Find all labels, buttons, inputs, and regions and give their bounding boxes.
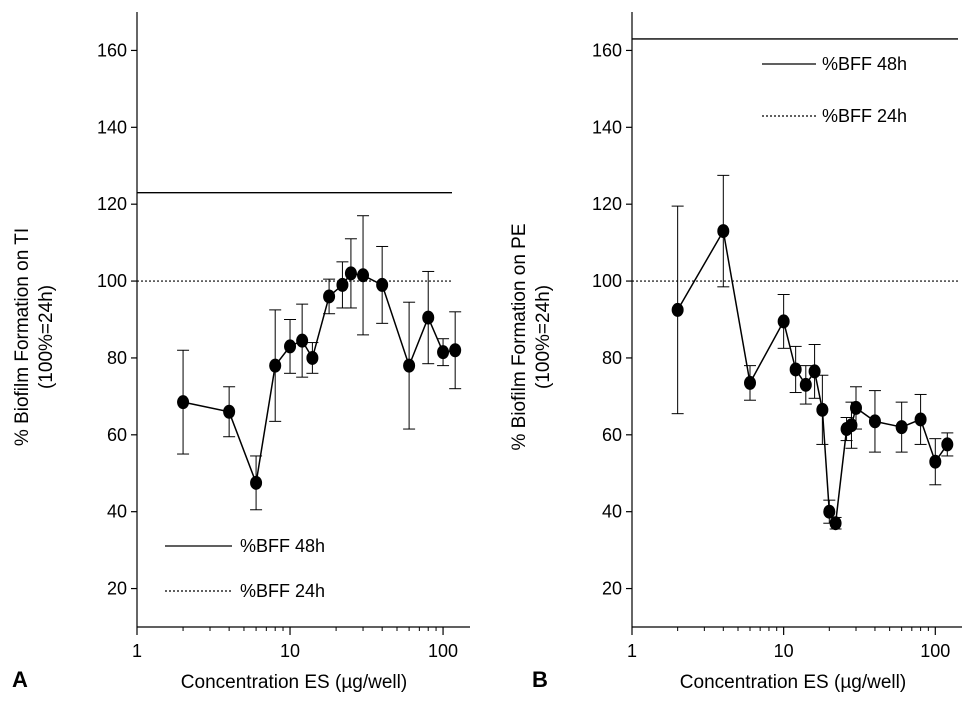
- panel-a-legend-label-24h: %BFF 24h: [240, 581, 325, 601]
- panel-b-y-tick-label: 160: [592, 40, 622, 60]
- panel-b-data-point: [829, 516, 842, 531]
- panel-a-data-point: [449, 343, 462, 358]
- panel-a-legend-label-48h: %BFF 48h: [240, 536, 325, 556]
- panel-b-legend: %BFF 48h %BFF 24h: [762, 54, 907, 126]
- panel-b-x-tick-label: 100: [920, 641, 950, 661]
- panel-b-data-point: [777, 314, 790, 329]
- panel-b-data-point: [789, 362, 802, 377]
- panel-a-data-point: [357, 268, 370, 283]
- panel-b-y-axis-subtitle: (100%=24h): [533, 285, 554, 389]
- panel-a-x-tick-label: 1: [132, 641, 142, 661]
- panel-a-y-axis-title: % Biofilm Formation on TI: [12, 228, 33, 446]
- panel-a-y-tick-label: 140: [97, 117, 127, 137]
- panel-b-data-point: [868, 414, 881, 429]
- panel-a-data-point: [223, 404, 236, 419]
- panel-b-x-axis-title: Concentration ES (µg/well): [680, 672, 906, 693]
- panel-b-data-point: [717, 224, 730, 239]
- panel-a-data-point: [284, 339, 297, 354]
- panel-a-y-tick-label: 160: [97, 40, 127, 60]
- panel-b-y-tick-label: 140: [592, 117, 622, 137]
- panel-b-label: B: [532, 667, 548, 692]
- panel-a-data-point: [437, 345, 450, 360]
- panel-a-data-point: [323, 289, 336, 304]
- panel-a-data-point: [177, 395, 190, 410]
- panel-b-data-point: [816, 402, 829, 417]
- panel-a-data-point: [422, 310, 435, 325]
- panel-b-x-tick-label: 10: [774, 641, 794, 661]
- panel-a-y-tick-label: 80: [107, 348, 127, 368]
- panel-a-data-point: [336, 277, 349, 292]
- panel-b-y-tick-label: 100: [592, 271, 622, 291]
- panel-b-data-point: [799, 377, 812, 392]
- panel-a-data-point: [269, 358, 282, 373]
- panel-a-chart: % Biofilm Formation on TI (100%=24h) Con…: [12, 12, 470, 693]
- panel-b-data-point: [895, 420, 908, 435]
- panel-a-y-axis-subtitle: (100%=24h): [36, 285, 57, 389]
- panel-b-data-point: [941, 437, 954, 452]
- panel-b-data-point: [929, 454, 942, 469]
- panel-b-y-axis-title: % Biofilm Formation on PE: [509, 223, 530, 450]
- panel-a-data-point: [306, 350, 319, 365]
- panel-a-data-point: [376, 277, 389, 292]
- panel-b-y-tick-label: 40: [602, 502, 622, 522]
- panel-a-y-tick-label: 20: [107, 579, 127, 599]
- panel-a-data-point: [344, 266, 357, 281]
- panel-b-data-point: [845, 418, 858, 433]
- panel-a-x-axis-title: Concentration ES (µg/well): [181, 672, 407, 693]
- panel-b-y-tick-label: 60: [602, 425, 622, 445]
- panel-b-data-point: [850, 400, 863, 415]
- panel-a-legend: %BFF 48h %BFF 24h: [165, 536, 325, 601]
- panel-b-chart: % Biofilm Formation on PE (100%=24h) Con…: [509, 12, 962, 693]
- panel-a-y-tick-label: 120: [97, 194, 127, 214]
- panel-b-data-point: [914, 412, 927, 427]
- panel-a-x-tick-label: 100: [428, 641, 458, 661]
- panel-a-label: A: [12, 667, 28, 692]
- panel-b-data-point: [744, 375, 757, 390]
- panel-a-data-point: [296, 333, 309, 348]
- panel-a-series-line: [182, 272, 456, 486]
- panel-b-data-point: [808, 364, 821, 379]
- panel-a-y-tick-label: 100: [97, 271, 127, 291]
- panel-b-x-tick-label: 1: [627, 641, 637, 661]
- panel-b-y-tick-label: 80: [602, 348, 622, 368]
- panel-a-data-point: [403, 358, 416, 373]
- panel-a-y-tick-label: 60: [107, 425, 127, 445]
- panel-a-y-tick-label: 40: [107, 502, 127, 522]
- panel-b-data-point: [671, 302, 684, 317]
- panel-b-y-tick-label: 120: [592, 194, 622, 214]
- panel-b-y-tick-label: 20: [602, 579, 622, 599]
- panel-a-data-point: [250, 475, 263, 490]
- panel-a-x-tick-label: 10: [280, 641, 300, 661]
- panel-b-data-point: [823, 504, 836, 519]
- panel-b-legend-label-48h: %BFF 48h: [822, 54, 907, 74]
- panel-a-markers: [177, 266, 462, 490]
- panel-b-markers: [671, 224, 954, 531]
- panel-b-legend-label-24h: %BFF 24h: [822, 106, 907, 126]
